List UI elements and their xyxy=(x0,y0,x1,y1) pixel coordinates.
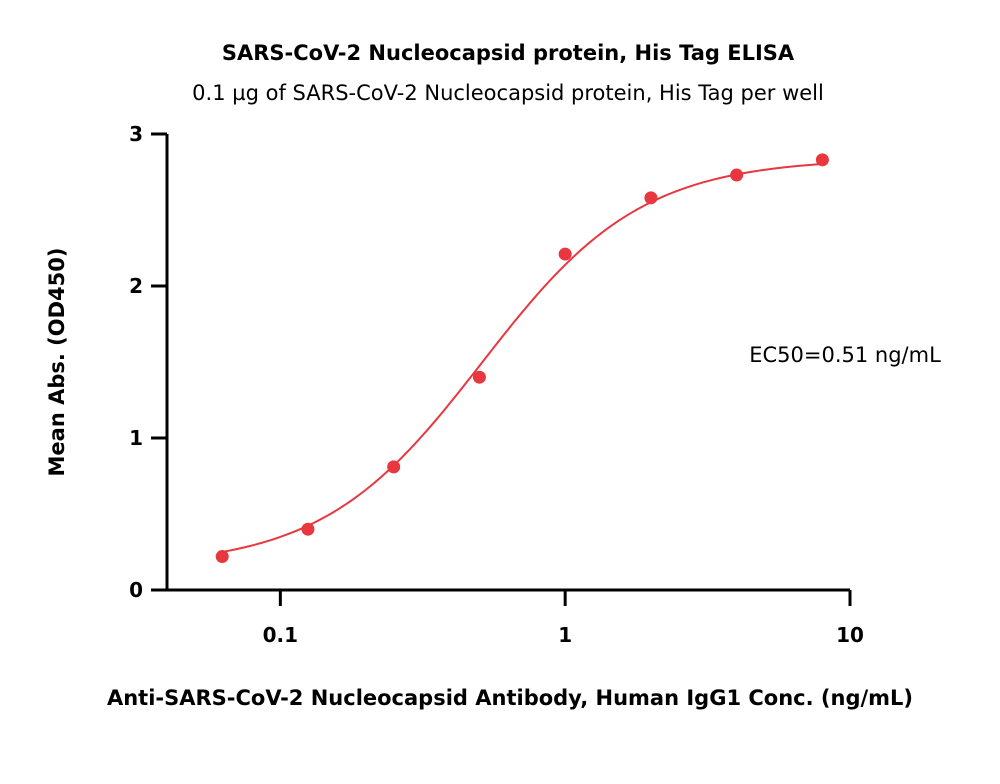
x-tick-label: 10 xyxy=(836,623,864,647)
ec50-annotation: EC50=0.51 ng/mL xyxy=(749,343,941,367)
data-point xyxy=(815,153,829,167)
axes xyxy=(165,134,850,592)
fit-curve xyxy=(222,162,823,553)
y-tick-label: 2 xyxy=(129,274,143,298)
data-point xyxy=(387,460,401,474)
y-tick-label: 3 xyxy=(129,122,143,146)
x-tick-label: 1 xyxy=(558,623,572,647)
chart-title: SARS-CoV-2 Nucleocapsid protein, His Tag… xyxy=(222,41,795,65)
x-tick-label: 0.1 xyxy=(263,623,298,647)
y-axis-label: Mean Abs. (OD450) xyxy=(45,248,69,477)
ticks: 0 1 2 3 0.1 1 10 xyxy=(129,122,864,647)
chart-subtitle: 0.1 µg of SARS-CoV-2 Nucleocapsid protei… xyxy=(192,81,824,105)
data-points xyxy=(215,153,829,564)
data-point xyxy=(644,191,658,205)
data-point xyxy=(301,522,315,536)
data-point xyxy=(215,550,229,564)
y-tick-label: 0 xyxy=(129,578,143,602)
data-point xyxy=(472,370,486,384)
data-point xyxy=(730,168,744,182)
data-point xyxy=(558,247,572,261)
y-tick-label: 1 xyxy=(129,426,143,450)
x-axis-label: Anti-SARS-CoV-2 Nucleocapsid Antibody, H… xyxy=(107,686,913,710)
